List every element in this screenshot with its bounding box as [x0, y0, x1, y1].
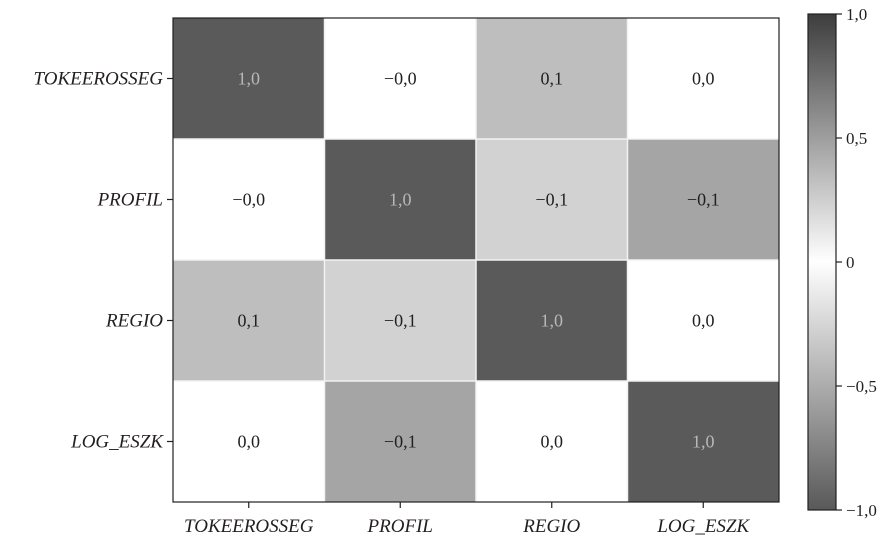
x-tick-label: TOKEEROSSEG: [184, 516, 314, 537]
cell-value-label: 0,0: [238, 432, 261, 452]
heatmap-cell: [476, 18, 628, 139]
y-tick-label: PROFIL: [97, 190, 163, 211]
cell-value-label: 1,0: [692, 432, 715, 452]
colorbar: 1,0 0,5 0 −0,5 −1,0: [807, 5, 877, 520]
x-tick-label: LOG_ESZK: [656, 516, 750, 537]
y-tick-label: REGIO: [105, 311, 163, 332]
y-tick-label: TOKEEROSSEG: [34, 69, 164, 90]
cell-value-label: 0,0: [541, 432, 564, 452]
cell-value-label: 1,0: [238, 69, 261, 89]
heatmap-cell: [324, 260, 476, 381]
cell-value-label: −0,0: [384, 69, 417, 89]
plot-frame: [172, 17, 780, 503]
y-axis: TOKEEROSSEG PROFIL REGIO LOG_ESZK: [34, 69, 173, 453]
heatmap-cell: [627, 139, 779, 260]
colorbar-tick-label: 0: [846, 253, 855, 272]
cell-value-label: 0,1: [238, 311, 261, 331]
x-tick-label: REGIO: [522, 516, 580, 537]
heatmap-cell: [173, 260, 325, 381]
heatmap-cell: [324, 139, 476, 260]
heatmap-cell: [627, 381, 779, 502]
heatmap-cell: [476, 381, 628, 502]
cell-value-label: −0,1: [384, 432, 417, 452]
cell-value-label: −0,1: [535, 190, 568, 210]
cell-value-label: 1,0: [541, 311, 564, 331]
heatmap-cell: [627, 18, 779, 139]
heatmap-cells: 1,0 −0,0 0,1 0,0 −0,0 1,0 −0,1 −0,1 0,1 −0,1 1,0 0,…: [173, 18, 779, 502]
colorbar-tick-label: 0,5: [846, 129, 867, 148]
heatmap-cell: [324, 381, 476, 502]
heatmap-cell: [476, 260, 628, 381]
cell-value-label: 0,1: [541, 69, 564, 89]
cell-value-label: 0,0: [692, 311, 715, 331]
colorbar-tick-label: −1,0: [846, 501, 877, 520]
cell-value-label: −0,1: [687, 190, 720, 210]
heatmap-cell: [173, 139, 325, 260]
colorbar-tick-label: −0,5: [846, 377, 877, 396]
cell-value-label: 0,0: [692, 69, 715, 89]
heatmap-cell: [627, 260, 779, 381]
heatmap-cell: [324, 18, 476, 139]
x-axis: TOKEEROSSEG PROFIL REGIO LOG_ESZK: [184, 502, 751, 537]
y-tick-label: LOG_ESZK: [70, 432, 164, 453]
colorbar-gradient: [807, 13, 837, 511]
heatmap-cell: [476, 139, 628, 260]
cell-value-label: −0,1: [384, 311, 417, 331]
x-tick-label: PROFIL: [367, 516, 433, 537]
cell-value-label: −0,0: [232, 190, 265, 210]
colorbar-tick-label: 1,0: [846, 5, 867, 24]
heatmap-cell: [173, 381, 325, 502]
heatmap-grid-lines: [173, 18, 779, 502]
cell-value-label: 1,0: [389, 190, 412, 210]
heatmap-cell: [173, 18, 325, 139]
